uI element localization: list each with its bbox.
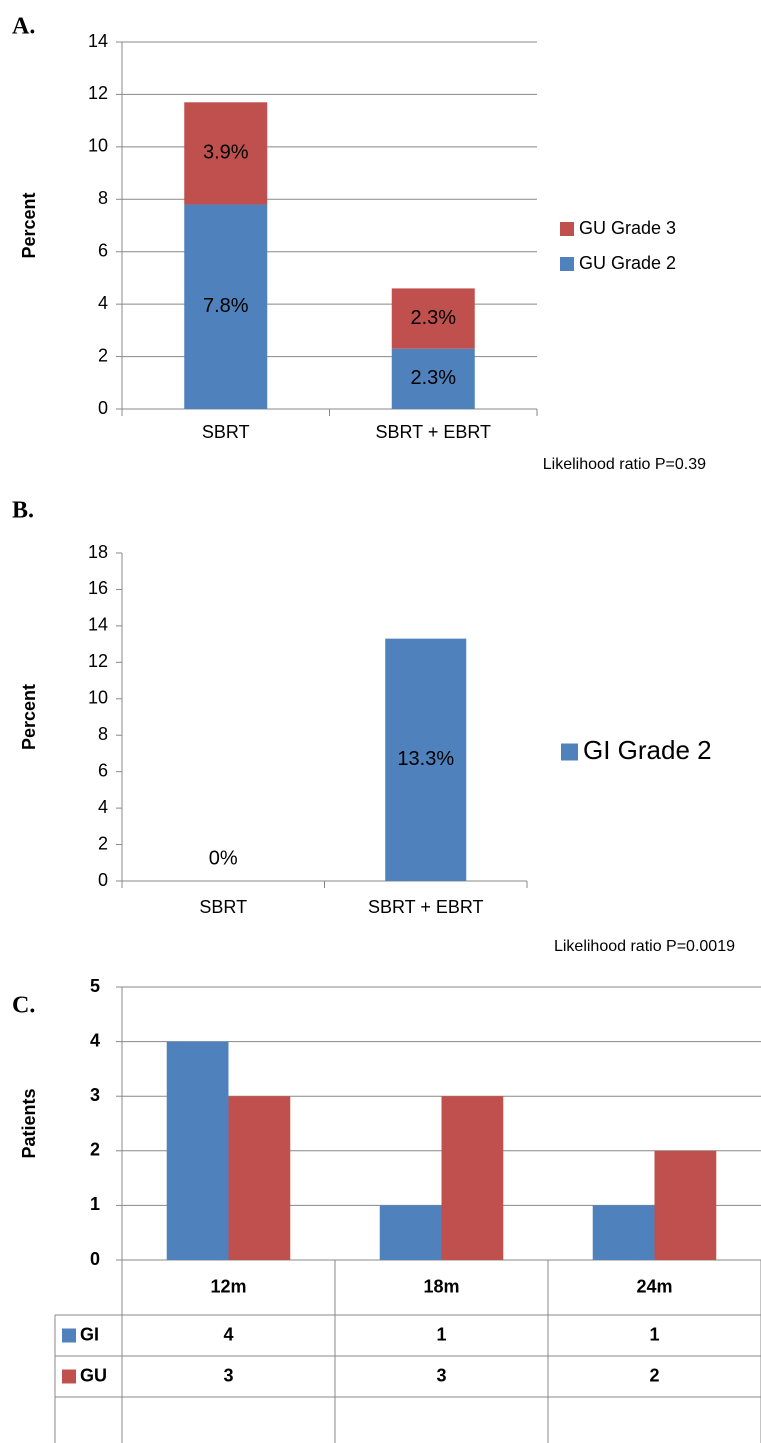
table-value: 1 [649,1324,659,1344]
data-label: 2.3% [410,367,456,389]
y-tick-label: 8 [98,188,108,208]
bar [385,638,467,881]
table-value: 3 [223,1365,233,1385]
y-tick-label: 14 [88,615,108,635]
y-tick-label: 4 [98,797,108,817]
x-tick-label: SBRT [199,897,247,917]
table-value: 4 [223,1324,233,1344]
table-value: 2 [649,1365,659,1385]
y-tick-label: 4 [90,1030,100,1050]
data-label: 0% [209,847,238,869]
legend-swatch [561,743,578,761]
y-tick-label: 6 [98,240,108,260]
x-tick-label: SBRT + EBRT [375,422,491,442]
y-tick-label: 12 [88,651,108,671]
y-tick-label: 18 [88,542,108,562]
y-tick-label: 2 [98,345,108,365]
bar [166,1041,229,1260]
y-tick-label: 0 [98,870,108,890]
note: Likelihood ratio P=0.0019 [554,938,735,955]
y-tick-label: 14 [88,31,108,51]
y-tick-label: 16 [88,578,108,598]
legend-swatch [560,257,574,271]
bar [228,1096,291,1260]
y-tick-label: 4 [98,293,108,313]
table-header: 12m [210,1276,246,1296]
y-tick-label: 8 [98,724,108,744]
bar [184,102,268,205]
legend-swatch [62,1369,76,1384]
y-axis-title: Percent [19,192,39,258]
y-tick-label: 10 [88,688,108,708]
legend-swatch [62,1328,76,1343]
y-tick-label: 12 [88,83,108,103]
data-label: 3.9% [203,142,249,164]
legend-swatch [560,222,574,236]
x-tick-label: SBRT + EBRT [368,897,484,917]
bar [654,1150,717,1260]
legend-label: GI Grade 2 [583,735,712,765]
table-header: 24m [636,1276,672,1296]
panel-label: A. [12,14,35,40]
note: Likelihood ratio P=0.39 [543,456,706,473]
panel-label: C. [12,993,35,1019]
y-tick-label: 10 [88,136,108,156]
bar [441,1096,504,1260]
y-tick-label: 0 [98,398,108,418]
data-label: 2.3% [410,307,456,329]
y-tick-label: 5 [90,976,100,996]
data-label: 13.3% [397,748,454,770]
data-label: 7.8% [203,295,249,317]
bar [379,1205,442,1260]
y-tick-label: 6 [98,760,108,780]
legend-label: GU Grade 2 [579,253,676,273]
table-value: 1 [436,1324,446,1344]
panel-label: B. [12,498,34,524]
table-header: 18m [423,1276,459,1296]
y-axis-title: Percent [19,684,39,750]
y-tick-label: 2 [98,833,108,853]
y-tick-label: 2 [90,1140,100,1160]
table-value: 3 [436,1365,446,1385]
bar [184,204,268,409]
x-tick-label: SBRT [202,422,250,442]
legend-label: GU [80,1365,107,1385]
bar [592,1205,655,1260]
y-tick-label: 0 [90,1249,100,1269]
bar [391,288,475,349]
bar [391,348,475,409]
legend-label: GU Grade 3 [579,218,676,238]
y-tick-label: 3 [90,1085,100,1105]
y-axis-title: Patients [19,1088,39,1158]
legend-label: GI [80,1324,99,1344]
y-tick-label: 1 [90,1194,100,1214]
